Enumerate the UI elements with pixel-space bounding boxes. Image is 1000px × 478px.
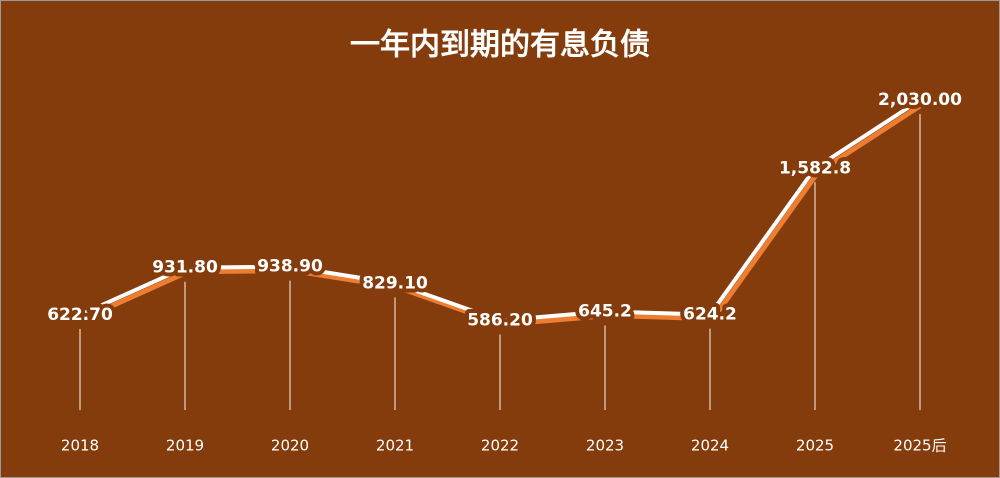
x-tick-label: 2025后: [893, 437, 946, 455]
line-shadow: [81, 101, 925, 328]
value-label: 624.2: [683, 305, 737, 325]
line: [79, 98, 922, 323]
x-tick-label: 2024: [691, 437, 729, 455]
x-tick-label: 2023: [586, 437, 624, 455]
value-label: 2,030.00: [878, 90, 962, 110]
value-label: 931.80: [152, 258, 218, 278]
x-tick-label: 2020: [271, 437, 309, 455]
x-tick-label: 2018: [61, 437, 99, 455]
chart-title: 一年内到期的有息负债: [350, 28, 650, 63]
value-label: 1,582.8: [779, 158, 851, 178]
x-tick-label: 2021: [376, 437, 414, 455]
x-tick-label: 2025: [796, 437, 834, 455]
x-tick-label: 2019: [166, 437, 204, 455]
value-label: 938.90: [257, 257, 323, 277]
value-label: 586.20: [467, 310, 533, 330]
x-tick-label: 2022: [481, 437, 519, 455]
value-label: 622.70: [47, 305, 113, 325]
value-label: 645.2: [578, 301, 632, 321]
value-label: 829.10: [362, 273, 428, 293]
